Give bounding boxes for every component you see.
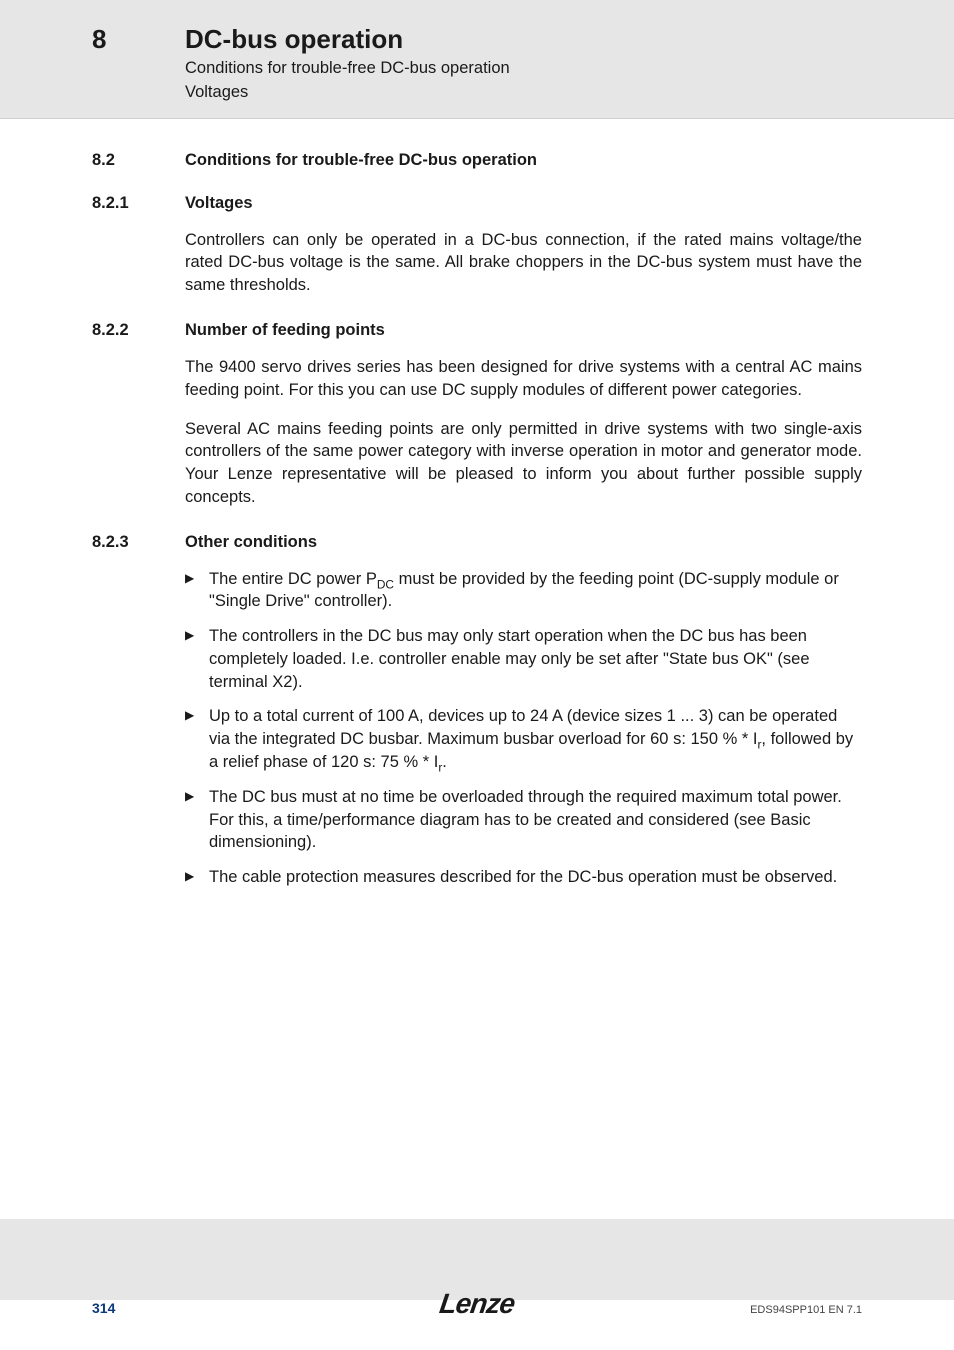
body-paragraph: Controllers can only be operated in a DC… bbox=[185, 229, 862, 297]
list-item-text: The entire DC power P bbox=[209, 570, 377, 588]
chapter-subtitle-2: Voltages bbox=[185, 81, 954, 103]
page-number: 314 bbox=[92, 1300, 115, 1316]
lenze-logo: Lenze bbox=[438, 1288, 517, 1320]
document-header: 8 DC-bus operation Conditions for troubl… bbox=[0, 0, 954, 119]
chapter-subtitle-1: Conditions for trouble-free DC-bus opera… bbox=[185, 57, 954, 79]
section-heading-8-2: 8.2 Conditions for trouble-free DC-bus o… bbox=[92, 151, 862, 170]
chapter-number: 8 bbox=[0, 24, 185, 55]
section-title: Conditions for trouble-free DC-bus opera… bbox=[185, 151, 537, 170]
section-title: Voltages bbox=[185, 194, 253, 213]
page-content: 8.2 Conditions for trouble-free DC-bus o… bbox=[0, 119, 954, 1219]
section-heading-8-2-2: 8.2.2 Number of feeding points bbox=[92, 321, 862, 340]
bullet-list: The entire DC power PDC must be provided… bbox=[185, 568, 862, 889]
list-item-text: . bbox=[442, 753, 447, 771]
section-number: 8.2.2 bbox=[92, 321, 185, 340]
body-paragraph: Several AC mains feeding points are only… bbox=[185, 418, 862, 509]
section-number: 8.2.3 bbox=[92, 533, 185, 552]
section-heading-8-2-3: 8.2.3 Other conditions bbox=[92, 533, 862, 552]
page-footer: 314 Lenze EDS94SPP101 EN 7.1 bbox=[0, 1300, 954, 1350]
list-item: The DC bus must at no time be overloaded… bbox=[185, 786, 862, 854]
chapter-title: DC-bus operation bbox=[185, 24, 954, 55]
list-item: The controllers in the DC bus may only s… bbox=[185, 625, 862, 693]
list-item: The entire DC power PDC must be provided… bbox=[185, 568, 862, 614]
list-item-text: Up to a total current of 100 A, devices … bbox=[209, 707, 837, 748]
section-number: 8.2 bbox=[92, 151, 185, 170]
section-number: 8.2.1 bbox=[92, 194, 185, 213]
list-item: Up to a total current of 100 A, devices … bbox=[185, 705, 862, 773]
section-title: Number of feeding points bbox=[185, 321, 385, 340]
list-item: The cable protection measures described … bbox=[185, 866, 862, 889]
section-title: Other conditions bbox=[185, 533, 317, 552]
section-heading-8-2-1: 8.2.1 Voltages bbox=[92, 194, 862, 213]
subscript: DC bbox=[377, 577, 394, 591]
body-paragraph: The 9400 servo drives series has been de… bbox=[185, 356, 862, 402]
document-code: EDS94SPP101 EN 7.1 bbox=[750, 1304, 862, 1316]
